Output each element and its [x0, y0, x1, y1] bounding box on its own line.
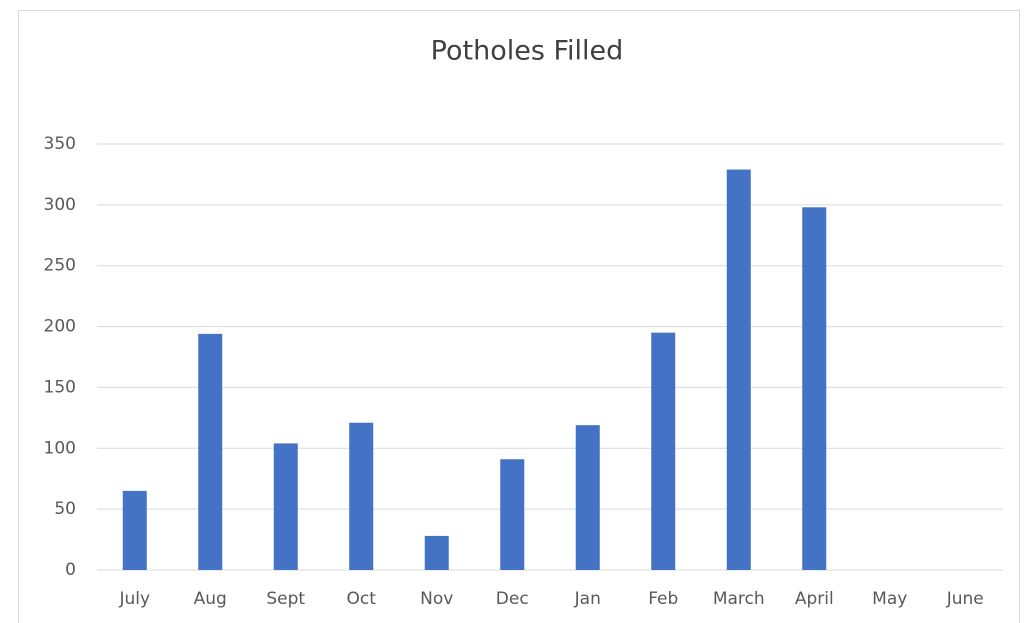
bar — [651, 332, 676, 570]
x-tick-label: Dec — [496, 589, 529, 609]
y-tick-label: 350 — [44, 134, 76, 154]
x-tick-label: Jan — [574, 589, 601, 609]
x-tick-label: Oct — [347, 589, 377, 609]
x-tick-label: Sept — [266, 589, 305, 609]
chart-title: Potholes Filled — [431, 36, 624, 67]
x-tick-label: June — [946, 589, 984, 609]
y-tick-label: 50 — [54, 499, 76, 519]
bar — [198, 333, 223, 570]
y-tick-label: 300 — [44, 195, 76, 215]
y-tick-label: 150 — [44, 377, 76, 397]
bar — [500, 459, 525, 570]
bar — [802, 207, 827, 570]
y-tick-label: 0 — [65, 560, 76, 580]
y-tick-label: 250 — [44, 256, 76, 276]
bar — [575, 425, 600, 570]
x-tick-label: Aug — [194, 589, 227, 609]
bar — [122, 490, 147, 570]
bar — [726, 169, 751, 570]
x-tick-label: July — [118, 589, 150, 609]
x-tick-label: April — [795, 589, 834, 609]
x-tick-label: Feb — [648, 589, 678, 609]
x-tick-label: May — [872, 589, 907, 609]
y-tick-label: 100 — [44, 438, 76, 458]
bar — [424, 535, 449, 570]
bar — [349, 422, 374, 570]
x-tick-label: March — [713, 589, 765, 609]
bar — [273, 443, 298, 570]
x-tick-label: Nov — [420, 589, 453, 609]
y-tick-label: 200 — [44, 317, 76, 337]
